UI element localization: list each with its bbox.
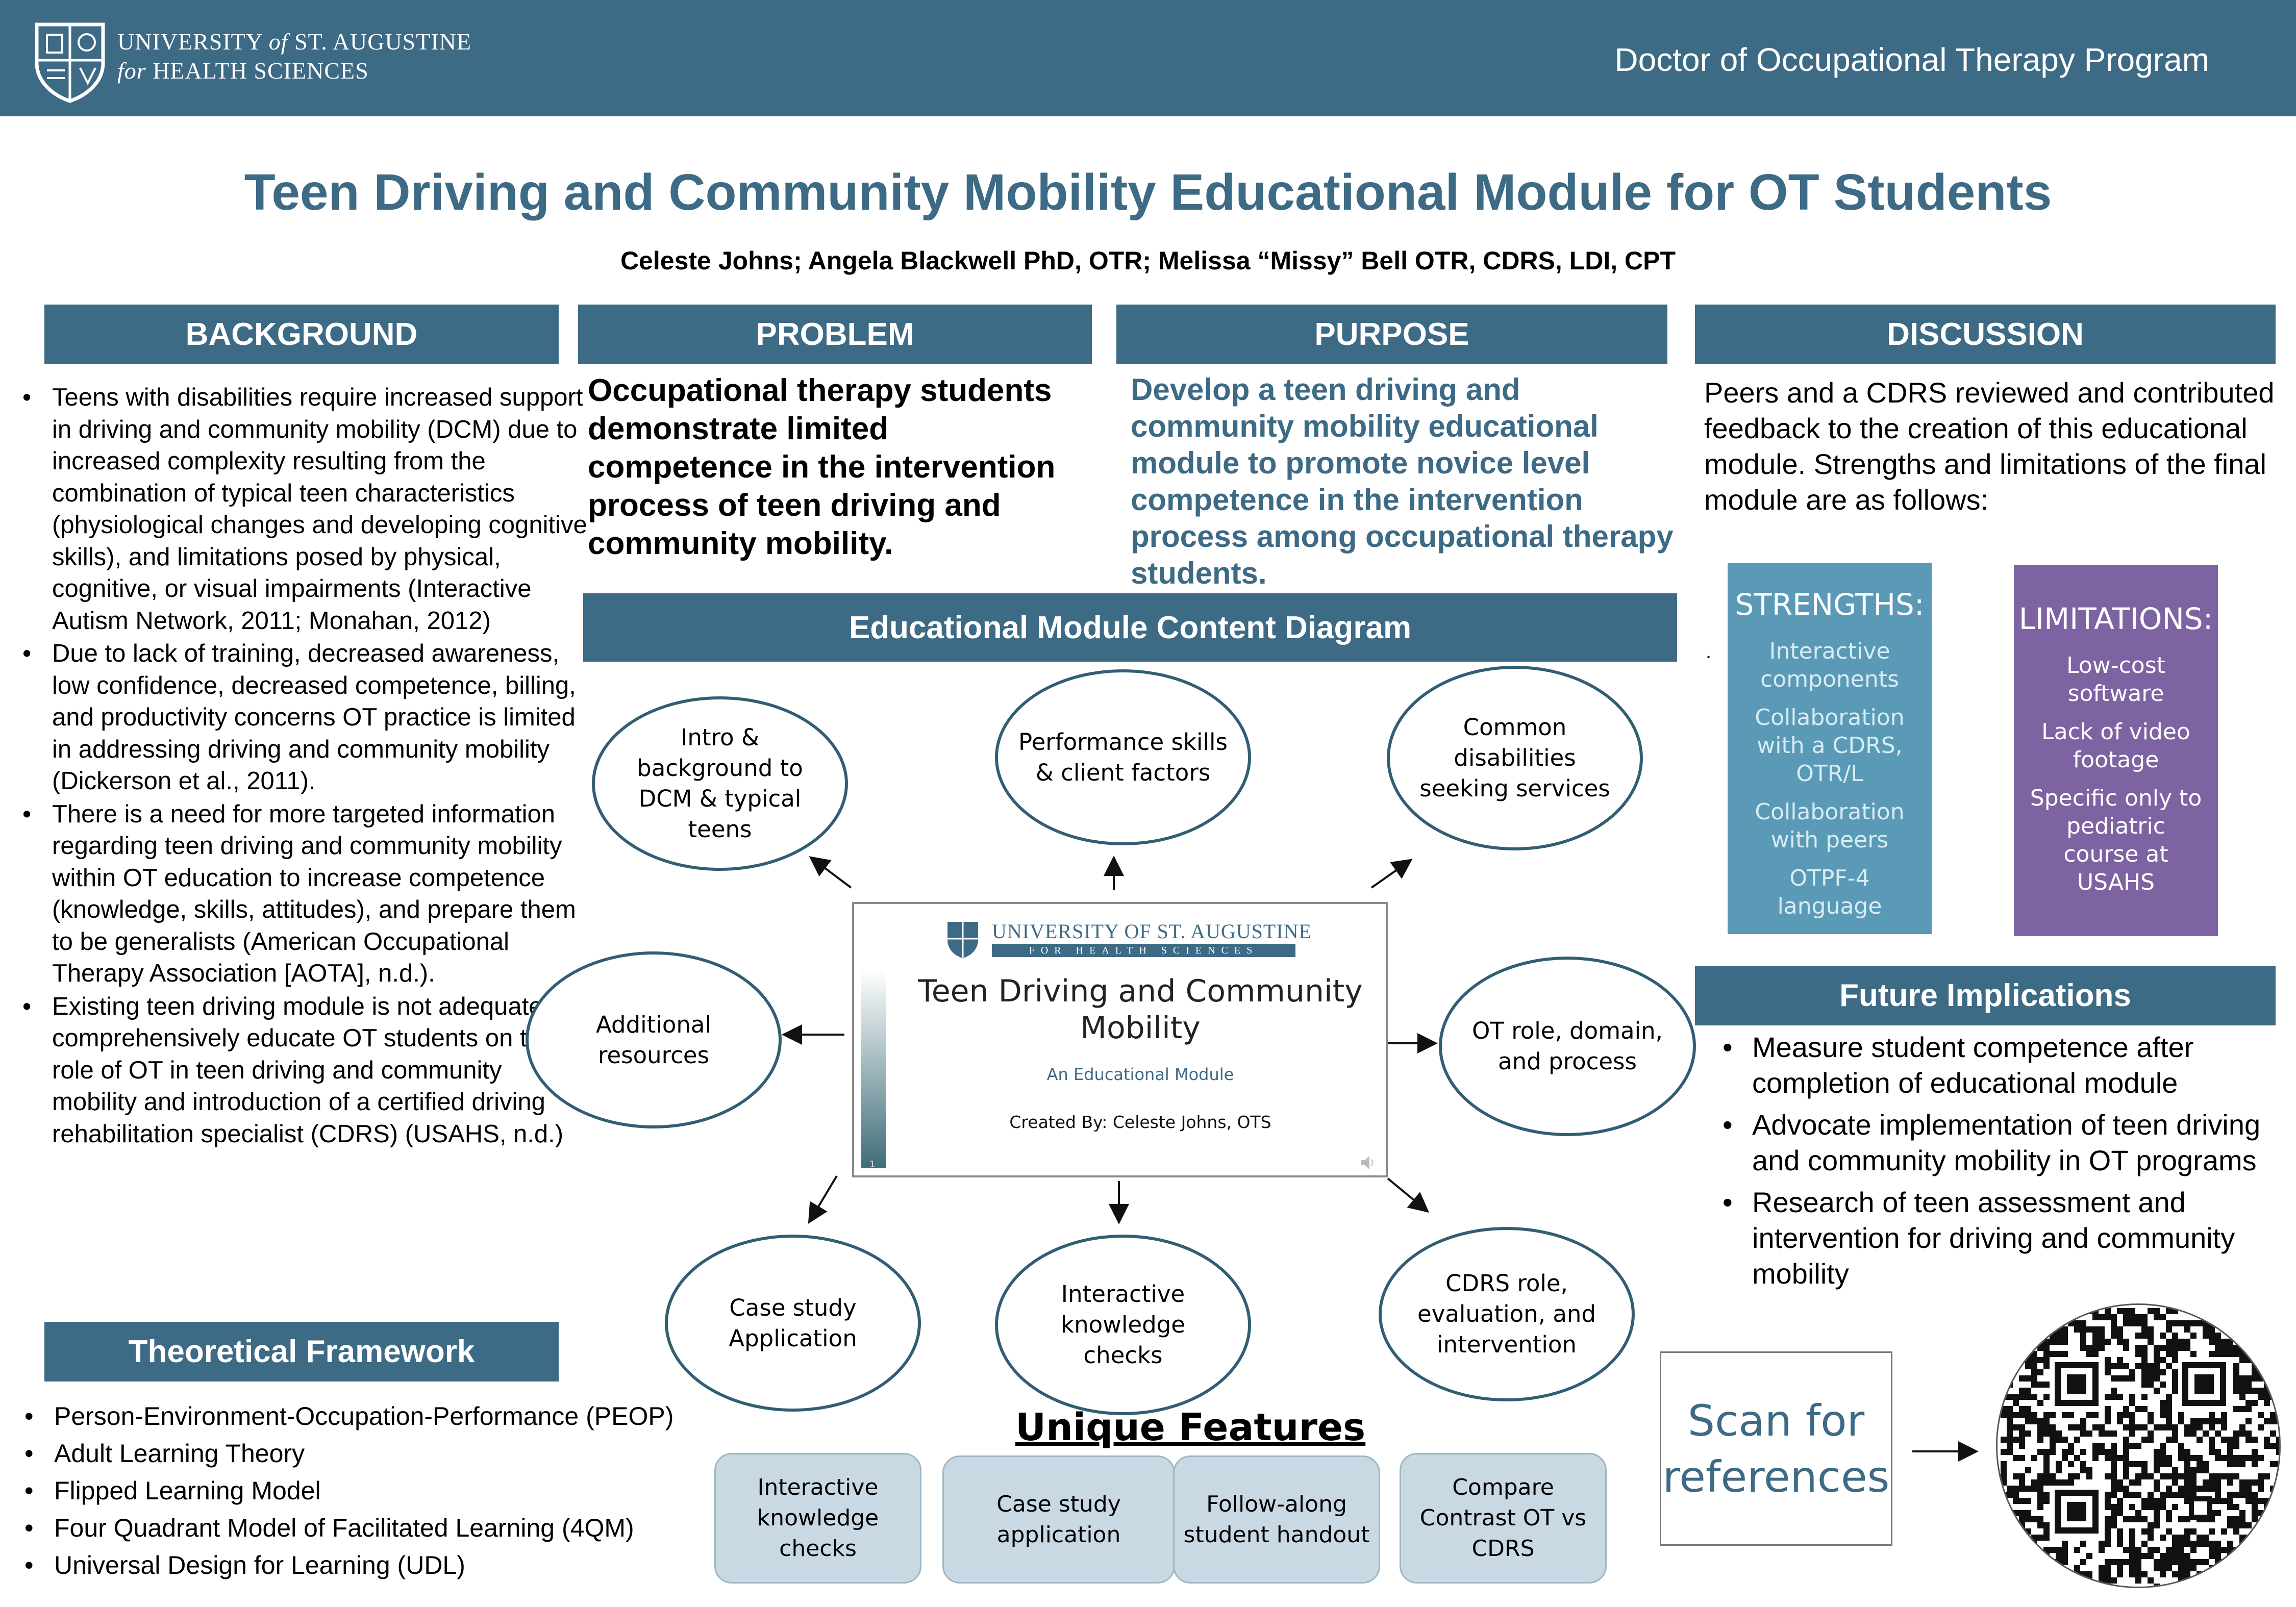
background-bullet: There is a need for more targeted inform… — [22, 798, 593, 990]
stray-dot: . — [1706, 640, 1712, 663]
future-item: Measure student competence after complet… — [1723, 1030, 2296, 1101]
background-bullet: Due to lack of training, decreased aware… — [22, 638, 593, 797]
slide-number: 1 — [869, 1159, 876, 1170]
node-resources: Additional resources — [526, 951, 782, 1128]
strength-item: Interactive components — [1760, 638, 1899, 692]
framework-item: Person-Environment-Occupation-Performanc… — [24, 1398, 768, 1435]
theoretical-framework-heading: Theoretical Framework — [44, 1322, 559, 1382]
logo-health-sciences: for HEALTH SCIENCES — [117, 58, 369, 84]
module-title-slide: 1 UNIVERSITY OF ST. AUGUSTINE FOR HEALTH… — [852, 902, 1388, 1177]
node-performance: Performance skills & client factors — [995, 669, 1251, 845]
qr-code[interactable] — [1996, 1303, 2281, 1588]
arrow-to-case-study — [808, 1175, 838, 1224]
limitation-item: Specific only to pediatric course at USA… — [2030, 785, 2202, 895]
node-ot-role: OT role, domain, and process — [1439, 957, 1696, 1136]
framework-item: Flipped Learning Model — [24, 1472, 768, 1510]
node-intro: Intro & background to DCM & typical teen… — [592, 696, 848, 871]
limitations-box: LIMITATIONS: Low-cost software Lack of v… — [2014, 565, 2218, 936]
slide-subtitle: An Educational Module — [1046, 1065, 1234, 1084]
purpose-statement: Develop a teen driving and community mob… — [1131, 372, 1674, 590]
purpose-heading: PURPOSE — [1116, 305, 1667, 364]
feature-box: Case study application — [942, 1455, 1175, 1584]
background-bullet: Teens with disabilities require increase… — [22, 382, 593, 637]
node-case-study: Case study Application — [665, 1235, 921, 1412]
future-implications-heading: Future Implications — [1695, 966, 2276, 1025]
limitations-heading: LIMITATIONS: — [2018, 601, 2213, 636]
limitation-item: Low-cost software — [2066, 652, 2165, 707]
strength-item: Collaboration with a CDRS, OTR/L — [1755, 705, 1905, 787]
slide-title: Teen Driving and Community Mobility — [918, 973, 1363, 1046]
poster-title: Teen Driving and Community Mobility Educ… — [244, 164, 2052, 221]
future-item: Advocate implementation of teen driving … — [1723, 1107, 2296, 1178]
future-implications-list: Measure student competence after complet… — [1720, 1030, 2296, 1298]
header-bar — [0, 0, 2296, 116]
slide-gradient-bar — [861, 969, 886, 1168]
feature-box: Follow-along student handout — [1173, 1455, 1380, 1584]
node-cdrs: CDRS role, evaluation, and intervention — [1379, 1227, 1635, 1401]
arrow-to-intro — [809, 856, 852, 889]
limitation-item: Lack of video footage — [2041, 719, 2190, 773]
node-disabilities: Common disabilities seeking services — [1387, 666, 1643, 850]
slide-university-name: UNIVERSITY OF ST. AUGUSTINE — [992, 920, 1312, 943]
framework-item: Four Quadrant Model of Facilitated Learn… — [24, 1510, 768, 1547]
arrow-to-disabilities — [1370, 859, 1413, 889]
future-item: Research of teen assessment and interven… — [1723, 1185, 2296, 1292]
qr-code-icon — [1998, 1305, 2279, 1587]
background-bullet: Existing teen driving module is not adeq… — [22, 991, 593, 1150]
theoretical-framework-list: Person-Environment-Occupation-Performanc… — [22, 1398, 768, 1584]
feature-box: Interactive knowledge checks — [714, 1453, 921, 1584]
scan-for-references-box: Scan for references — [1660, 1351, 1892, 1546]
discussion-text: Peers and a CDRS reviewed and contribute… — [1704, 376, 2275, 516]
university-shield-logo — [35, 22, 105, 103]
slide-shield-logo — [947, 922, 978, 958]
arrow-to-cdrs — [1387, 1177, 1430, 1213]
problem-heading: PROBLEM — [578, 305, 1092, 364]
discussion-heading: DISCUSSION — [1695, 305, 2276, 364]
framework-item: Universal Design for Learning (UDL) — [24, 1547, 768, 1584]
diagram-heading: Educational Module Content Diagram — [583, 593, 1677, 662]
slide-health-sciences-bar: FOR HEALTH SCIENCES — [992, 944, 1295, 957]
logo-university-name: UNIVERSITY of ST. AUGUSTINE — [117, 29, 471, 55]
node-knowledge-checks: Interactive knowledge checks — [995, 1235, 1251, 1415]
background-list: Teens with disabilities require increase… — [20, 382, 593, 1150]
strengths-heading: STRENGTHS: — [1735, 587, 1925, 622]
problem-statement: Occupational therapy students demonstrat… — [588, 373, 1056, 561]
strengths-box: STRENGTHS: Interactive components Collab… — [1728, 563, 1932, 934]
framework-item: Adult Learning Theory — [24, 1435, 768, 1472]
program-name: Doctor of Occupational Therapy Program — [1614, 41, 2209, 78]
poster-authors: Celeste Johns; Angela Blackwell PhD, OTR… — [620, 246, 1676, 275]
strength-item: Collaboration with peers — [1755, 799, 1905, 853]
strength-item: OTPF-4 language — [1777, 865, 1882, 919]
feature-box: Compare Contrast OT vs CDRS — [1400, 1453, 1607, 1584]
background-heading: BACKGROUND — [44, 305, 559, 364]
slide-created-by: Created By: Celeste Johns, OTS — [1009, 1112, 1271, 1132]
speaker-icon — [1361, 1156, 1374, 1169]
unique-features-heading: Unique Features — [1015, 1405, 1366, 1449]
